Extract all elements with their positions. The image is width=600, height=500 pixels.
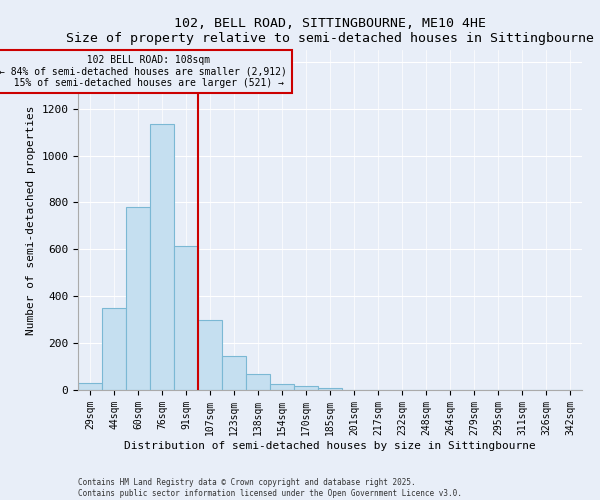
Y-axis label: Number of semi-detached properties: Number of semi-detached properties	[26, 106, 36, 335]
Bar	[126, 207, 150, 390]
Bar	[198, 320, 222, 390]
Bar	[78, 383, 102, 390]
Bar	[318, 388, 342, 390]
Bar	[270, 384, 294, 390]
Bar	[174, 246, 198, 390]
Bar	[246, 374, 270, 390]
Bar	[150, 124, 174, 390]
Bar	[294, 386, 318, 390]
X-axis label: Distribution of semi-detached houses by size in Sittingbourne: Distribution of semi-detached houses by …	[124, 440, 536, 450]
Bar	[222, 356, 246, 390]
Title: 102, BELL ROAD, SITTINGBOURNE, ME10 4HE
Size of property relative to semi-detach: 102, BELL ROAD, SITTINGBOURNE, ME10 4HE …	[66, 16, 594, 44]
Text: Contains HM Land Registry data © Crown copyright and database right 2025.
Contai: Contains HM Land Registry data © Crown c…	[78, 478, 462, 498]
Bar	[102, 308, 126, 390]
Text: 102 BELL ROAD: 108sqm
← 84% of semi-detached houses are smaller (2,912)
  15% of: 102 BELL ROAD: 108sqm ← 84% of semi-deta…	[0, 54, 287, 88]
